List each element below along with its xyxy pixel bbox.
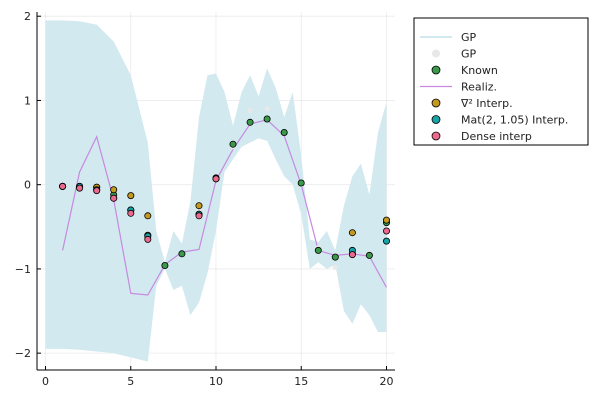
y-tick-label: −2 [15, 347, 31, 360]
y-tick-label: 1 [24, 94, 31, 107]
known-1-point [246, 118, 254, 126]
line-layer [62, 119, 388, 296]
dense-interp-5-point [195, 212, 203, 220]
legend-swatch-gp-1 [432, 49, 440, 58]
legend-swatch-interp-4 [431, 98, 441, 108]
legend-swatch-dense-interp-6 [431, 131, 441, 141]
dense-interp-5-point [382, 227, 390, 235]
y-tick-label: −1 [15, 263, 31, 276]
interp-3-point [195, 202, 203, 210]
gp-confidence-band [45, 20, 387, 362]
known-1-point [280, 128, 288, 136]
legend-label-realiz-3: Realiz. [461, 81, 497, 94]
realiz-2-line [62, 119, 388, 296]
dense-interp-5-point [110, 194, 118, 202]
known-1-point [331, 253, 339, 261]
dense-interp-5-point [127, 209, 135, 217]
known-1-point [178, 250, 186, 258]
known-1-point [161, 261, 169, 269]
legend-swatch-mat-2-1-05-interp-5 [431, 115, 441, 124]
gp-0-point [332, 264, 338, 270]
x-tick-label: 20 [379, 375, 393, 388]
known-1-point [314, 246, 322, 254]
known-1-point [297, 179, 305, 187]
tick-labels: 0 5 10 15 20 −2 −1 0 1 2 [15, 10, 394, 388]
legend: GP GP Known Realiz. ∇² Interp. Mat(2, 1.05) I… [413, 17, 589, 146]
dense-interp-5-point [76, 184, 84, 192]
gp-0-point [264, 106, 270, 112]
known-1-point [365, 251, 373, 259]
x-tick-label: 0 [42, 375, 49, 388]
gp-0-point [247, 108, 253, 114]
legend-label-known-2: Known [461, 64, 498, 77]
interp-3-point [144, 212, 152, 220]
interp-3-point [382, 216, 390, 224]
legend-label-interp-4: ∇² Interp. [460, 97, 513, 110]
legend-swatch-known-2 [431, 65, 441, 75]
dense-interp-5-point [93, 187, 101, 195]
dense-interp-5-point [144, 235, 152, 243]
y-tick-label: 2 [24, 10, 31, 23]
dense-interp-5-point [59, 182, 67, 190]
known-1-point [263, 115, 271, 123]
x-tick-label: 10 [209, 375, 223, 388]
legend-label-gp-1: GP [461, 48, 477, 61]
known-1-point [229, 140, 237, 148]
axes [36, 12, 395, 371]
confidence-band-layer [45, 20, 387, 362]
dense-interp-5-point [348, 251, 356, 259]
legend-label-mat-2-1-05-interp-5: Mat(2, 1.05) Interp. [461, 114, 568, 127]
y-tick-label: 0 [24, 179, 31, 192]
legend-label-gp-0: GP [461, 31, 477, 44]
x-tick-label: 5 [127, 375, 134, 388]
legend-label-dense-interp-6: Dense interp [461, 130, 532, 143]
point-layer [59, 106, 390, 270]
interp-3-point [110, 186, 118, 194]
interp-3-point [348, 229, 356, 237]
dense-interp-5-point [212, 175, 220, 183]
mat-2-1-05-interp-4-point [382, 237, 390, 245]
interp-3-point [127, 192, 135, 200]
legend-box [413, 17, 589, 146]
x-tick-label: 15 [294, 375, 308, 388]
